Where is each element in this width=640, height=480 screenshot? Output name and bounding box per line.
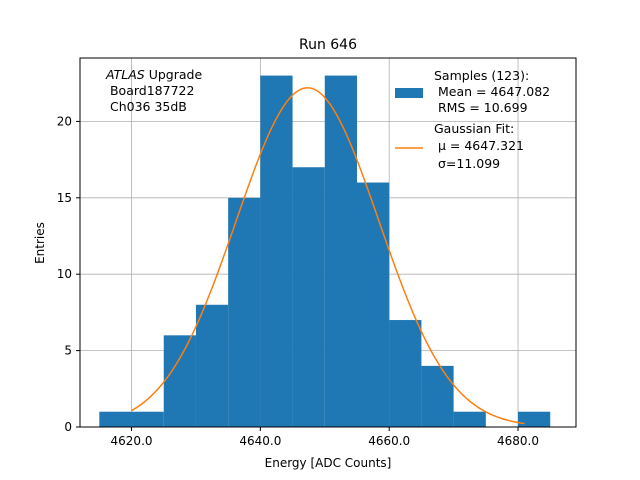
histogram-bar	[292, 167, 325, 427]
histogram-bar	[518, 411, 551, 427]
chart-title: Run 646	[299, 37, 357, 53]
plot-frame	[79, 57, 577, 428]
y-tick-label: 10	[57, 267, 72, 281]
histogram-bar	[163, 335, 196, 427]
histogram-bar	[195, 304, 229, 427]
channel-label: Ch036 35dB	[106, 99, 187, 114]
y-axis-ticks: 0 5 10 15 20	[57, 114, 80, 434]
legend-samples-mean: Mean = 4647.082	[434, 84, 550, 99]
upgrade-label: Upgrade	[145, 67, 203, 82]
y-tick-label: 5	[64, 344, 72, 358]
x-tick-label: 4620.0	[111, 434, 153, 448]
atlas-annotation: ATLAS Upgrade Board187722 Ch036 35dB	[105, 67, 202, 114]
x-axis-ticks: 4620.0 4640.0 4660.0 4680.0	[111, 427, 539, 448]
x-tick-label: 4640.0	[239, 434, 281, 448]
legend-samples-title: Samples (123):	[434, 68, 529, 83]
y-axis-label: Entries	[33, 222, 47, 264]
histogram-bar	[324, 75, 357, 428]
x-axis-label: Energy [ADC Counts]	[265, 456, 392, 470]
gaussian-fit-curve	[131, 87, 525, 425]
svg-text:ATLAS Upgrade: ATLAS Upgrade	[105, 67, 202, 82]
histogram-bar	[389, 320, 422, 427]
histogram-bar	[356, 182, 390, 427]
histogram-bar	[453, 411, 486, 427]
y-tick-label: 0	[64, 420, 72, 434]
legend: Samples (123): Mean = 4647.082 RMS = 10.…	[395, 68, 550, 171]
board-label: Board187722	[106, 83, 194, 98]
histogram-bars	[99, 75, 551, 428]
x-tick-label: 4680.0	[497, 434, 539, 448]
histogram-bar	[228, 197, 261, 427]
y-tick-label: 20	[57, 114, 72, 128]
legend-fit-mu: μ = 4647.321	[434, 138, 524, 153]
legend-fit-sigma: σ=11.099	[434, 156, 500, 171]
legend-samples-swatch	[395, 88, 423, 98]
histogram-bar	[421, 365, 454, 427]
legend-fit-title: Gaussian Fit:	[434, 121, 514, 136]
histogram-bar	[131, 411, 164, 427]
histogram-bar	[99, 411, 132, 427]
histogram-bar	[260, 75, 293, 428]
legend-samples-rms: RMS = 10.699	[434, 100, 528, 115]
y-tick-label: 15	[57, 191, 72, 205]
x-tick-label: 4660.0	[368, 434, 410, 448]
atlas-label: ATLAS	[105, 67, 145, 82]
